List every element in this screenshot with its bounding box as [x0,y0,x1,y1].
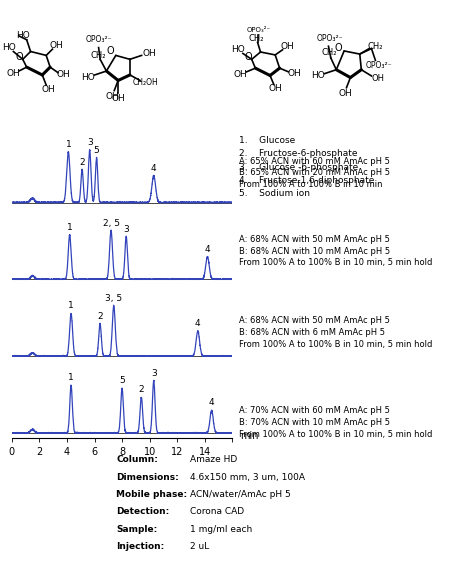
Text: Mobile phase:: Mobile phase: [116,490,187,499]
Text: A: 68% ACN with 50 mM AmAc pH 5
B: 68% ACN with 6 mM AmAc pH 5
From 100% A to 10: A: 68% ACN with 50 mM AmAc pH 5 B: 68% A… [239,316,433,349]
Text: HO: HO [231,45,245,55]
Text: 2: 2 [97,311,103,321]
Text: OH: OH [7,69,20,78]
Text: 4: 4 [151,164,156,173]
Text: O: O [107,46,114,56]
Text: Sample:: Sample: [116,525,157,534]
Text: 5: 5 [94,146,100,155]
Text: HO: HO [82,73,95,82]
Text: OPO₃²⁻: OPO₃²⁻ [247,27,271,33]
Text: 2: 2 [138,385,144,394]
Text: 4: 4 [205,245,210,254]
Text: OH: OH [143,49,156,59]
Text: A: 68% ACN with 50 mM AmAc pH 5
B: 68% ACN with 10 mM AmAc pH 5
From 100% A to 1: A: 68% ACN with 50 mM AmAc pH 5 B: 68% A… [239,235,433,267]
Text: Corona CAD: Corona CAD [190,508,244,517]
Text: OH: OH [42,85,55,95]
Text: OH: OH [234,70,247,78]
Text: OH: OH [338,89,352,97]
Text: ACN/water/AmAc pH 5: ACN/water/AmAc pH 5 [190,490,291,499]
Text: 1: 1 [65,140,71,149]
Text: min: min [240,430,259,441]
Text: OH: OH [287,69,301,78]
Text: A: 65% ACN with 60 mM AmAc pH 5
B: 65% ACN with 20 mM AmAc pH 5
From 100% A to 1: A: 65% ACN with 60 mM AmAc pH 5 B: 65% A… [239,157,391,189]
Text: HO: HO [2,43,16,52]
Text: Detection:: Detection: [116,508,169,517]
Text: 1 mg/ml each: 1 mg/ml each [190,525,252,534]
Text: HO: HO [311,71,325,81]
Text: OH: OH [111,94,125,103]
Text: CH₂: CH₂ [368,42,383,51]
Text: 3, 5: 3, 5 [105,293,122,303]
Text: CH₂: CH₂ [248,34,264,44]
Text: O: O [244,52,252,62]
Text: 4: 4 [209,398,214,408]
Text: CH₂: CH₂ [321,48,337,57]
Text: Column:: Column: [116,455,158,465]
Text: OPO₃²⁻: OPO₃²⁻ [366,61,392,70]
Text: O: O [335,43,342,53]
Text: OH: OH [106,92,119,100]
Text: OH: OH [49,41,63,50]
Text: Injection:: Injection: [116,542,164,552]
Text: CH₂: CH₂ [91,51,106,60]
Text: OH: OH [268,84,282,93]
Text: 3: 3 [87,138,92,147]
Text: 1.    Glucose
2.    Fructose-6-phosphate
3.    Glucose -6-phosphate
4.    Fructo: 1. Glucose 2. Fructose-6-phosphate 3. Gl… [239,136,375,198]
Text: OPO₃²⁻: OPO₃²⁻ [317,34,343,43]
Text: 1: 1 [68,374,74,382]
Text: HO: HO [16,31,30,41]
Text: 2: 2 [79,158,85,167]
Text: Dimensions:: Dimensions: [116,473,179,482]
Text: OH: OH [371,74,384,83]
Text: 5: 5 [119,376,125,386]
Text: 2, 5: 2, 5 [102,219,119,227]
Text: OH: OH [56,70,70,79]
Text: 2 uL: 2 uL [190,542,209,552]
Text: 3: 3 [151,369,156,378]
Text: CH₂OH: CH₂OH [133,78,158,87]
Text: OH: OH [280,42,294,50]
Text: 4: 4 [195,319,201,328]
Text: OPO₃²⁻: OPO₃²⁻ [85,35,112,44]
Text: 1: 1 [68,302,74,310]
Text: Amaze HD: Amaze HD [190,455,237,465]
Text: 4.6x150 mm, 3 um, 100A: 4.6x150 mm, 3 um, 100A [190,473,305,482]
Text: 3: 3 [123,224,129,234]
Text: 1: 1 [67,223,73,232]
Text: O: O [15,52,23,62]
Text: A: 70% ACN with 60 mM AmAc pH 5
B: 70% ACN with 10 mM AmAc pH 5
From 100% A to 1: A: 70% ACN with 60 mM AmAc pH 5 B: 70% A… [239,406,433,438]
